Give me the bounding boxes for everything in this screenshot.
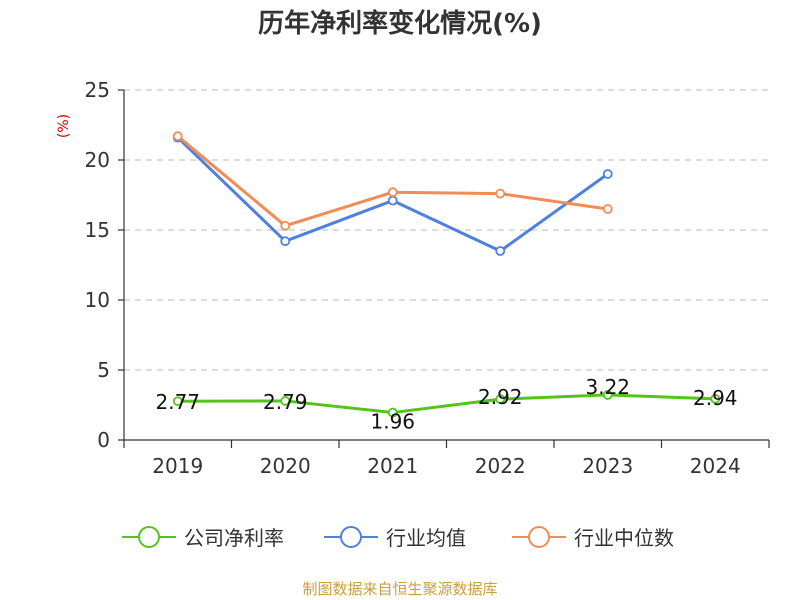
- x-tick-label-2022: 2022: [475, 454, 526, 478]
- x-tick-label-2019: 2019: [152, 454, 203, 478]
- data-label-2024: 2.94: [693, 386, 738, 410]
- point-0-2022: [495, 394, 506, 405]
- point-2-2021: [387, 187, 398, 198]
- y-tick-label-10: 10: [85, 288, 110, 312]
- point-0-2023: [602, 390, 613, 400]
- x-tick-label-2021: 2021: [367, 454, 418, 478]
- data-label-2019: 2.77: [155, 390, 200, 414]
- point-1-2022: [495, 246, 506, 256]
- point-1-2023: [602, 169, 613, 179]
- point-0-2019: [172, 396, 183, 407]
- point-0-2021: [387, 407, 398, 418]
- data-label-2020: 2.79: [263, 390, 308, 414]
- legend-label-2: 行业中位数: [574, 526, 674, 550]
- legend-label-1: 行业均值: [386, 526, 466, 550]
- point-2-2020: [280, 220, 291, 231]
- point-2-2023: [602, 204, 613, 214]
- point-0-2024: [710, 393, 721, 404]
- x-tick-label-2023: 2023: [582, 454, 633, 478]
- series-layer: [172, 131, 721, 418]
- y-tick-label-0: 0: [97, 428, 110, 452]
- legend-marker-1: [340, 526, 362, 548]
- series-line-0: [177, 393, 716, 415]
- data-label-2022: 2.92: [478, 385, 523, 409]
- legend-item-0[interactable]: 公司净利率: [122, 526, 284, 550]
- point-0-2020: [280, 396, 291, 406]
- source-note: 制图数据来自恒生聚源数据库: [302, 580, 497, 598]
- point-2-2022: [495, 188, 506, 199]
- x-tick-label-2020: 2020: [260, 454, 311, 478]
- legend-item-1[interactable]: 行业均值: [324, 526, 466, 550]
- point-1-2021: [387, 195, 398, 206]
- chart-title: 历年净利率变化情况(%): [258, 8, 542, 39]
- y-tick-label-15: 15: [85, 218, 110, 242]
- legend[interactable]: 公司净利率 行业均值 行业中位数: [122, 526, 674, 550]
- y-tick-label-25: 25: [85, 78, 110, 102]
- legend-marker-0: [138, 526, 160, 548]
- legend-marker-2: [528, 526, 550, 548]
- point-1-2020: [280, 236, 291, 247]
- axes: 0 5 10 15 20 25 2019 2020 2021 2022 2023 2024: [85, 78, 770, 478]
- legend-label-0: 公司净利率: [184, 526, 284, 550]
- x-tick-label-2024: 2024: [690, 454, 741, 478]
- y-axis-unit: (%): [56, 114, 72, 138]
- data-label-2021: 1.96: [370, 410, 415, 434]
- series-line-2: [176, 135, 608, 228]
- data-labels: 2.77 2.79 1.96 2.92 3.22 2.94: [155, 375, 737, 434]
- point-2-2019: [172, 131, 183, 142]
- data-label-2023: 3.22: [585, 375, 630, 399]
- legend-item-2[interactable]: 行业中位数: [512, 526, 674, 550]
- y-tick-label-20: 20: [85, 148, 110, 172]
- y-tick-label-5: 5: [97, 358, 110, 382]
- gridlines: [124, 89, 769, 371]
